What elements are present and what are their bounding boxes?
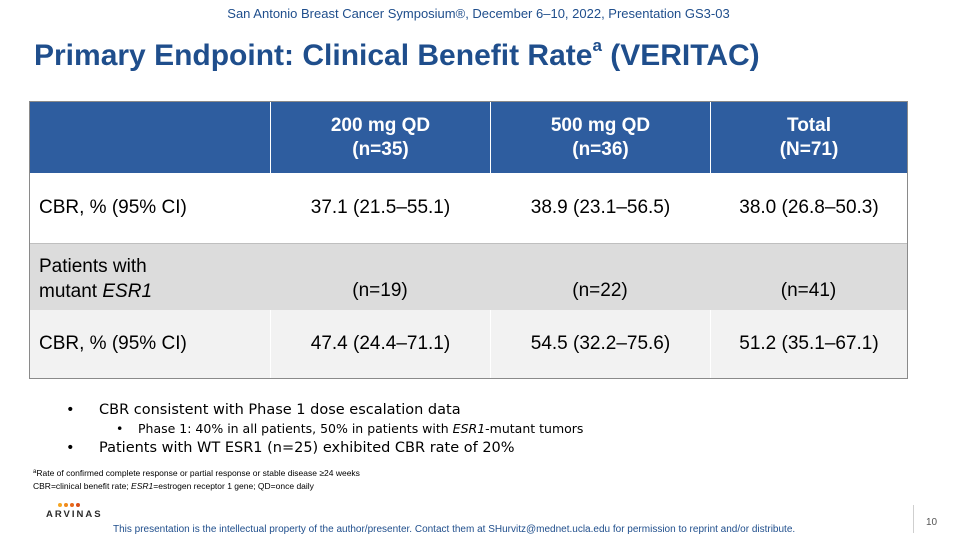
bullet-marker: • (116, 421, 124, 436)
footnotes: aRate of confirmed complete response or … (33, 466, 360, 493)
header-200mg-line2: (n=35) (352, 138, 409, 160)
copyright-disclaimer: This presentation is the intellectual pr… (113, 524, 796, 535)
row-label: CBR, % (95% CI) (39, 197, 187, 218)
footnote-a-text: Rate of confirmed complete response or p… (36, 468, 360, 478)
page-number-divider (913, 505, 914, 533)
table-row-mutant-esr1: Patients with mutant ESR1 (n=19) (n=22) … (30, 243, 907, 310)
meeting-header: San Antonio Breast Cancer Symposium®, De… (227, 6, 730, 21)
mutant-n-500mg: (n=22) (572, 280, 628, 301)
title-suffix: (VERITAC) (601, 39, 760, 72)
table-row-cbr-all: CBR, % (95% CI) 37.1 (21.5–55.1) 38.9 (2… (30, 173, 907, 243)
logo-dot (70, 503, 74, 507)
mutant-label-line1: Patients with (39, 256, 147, 277)
bullet-item: • Patients with WT ESR1 (n=25) exhibited… (66, 438, 583, 458)
header-500mg-line1: 500 mg QD (550, 114, 651, 136)
mutant-label-plain: mutant (39, 281, 103, 302)
slide-title: Primary Endpoint: Clinical Benefit Ratea… (34, 36, 760, 73)
mutant-n-total: (n=41) (780, 280, 837, 301)
table-header-row: 200 mg QD (n=35) 500 mg QD (n=36) Total … (30, 102, 907, 173)
arvinas-logo: ARVINAS (46, 503, 116, 520)
bullet-marker: • (66, 402, 75, 418)
header-500mg-line2: (n=36) (572, 138, 629, 160)
footnote-a: aRate of confirmed complete response or … (33, 466, 360, 480)
header-cell-500mg: 500 mg QD (n=36) (490, 102, 710, 173)
page-number: 10 (926, 517, 938, 528)
header-total-line1: Total (787, 114, 831, 136)
header-total-line2: (N=71) (779, 138, 839, 160)
bullet-list: • CBR consistent with Phase 1 dose escal… (66, 400, 583, 458)
sub-bullet-gene: ESR1 (452, 421, 486, 436)
sub-bullet-part2: -mutant tumors (485, 421, 584, 436)
bullet-text: Patients with WT ESR1 (n=25) exhibited C… (99, 440, 515, 456)
cbr-total-value: 38.0 (26.8–50.3) (710, 173, 907, 243)
header-200mg-line1: 200 mg QD (330, 114, 431, 136)
logo-wordmark: ARVINAS (46, 509, 103, 520)
mutant-cbr-200mg-value: 47.4 (24.4–71.1) (270, 310, 490, 378)
footnote-marker: a (33, 469, 37, 475)
logo-dot (76, 503, 80, 507)
logo-dot (64, 503, 68, 507)
table-row-cbr-mutant: CBR, % (95% CI) 47.4 (24.4–71.1) 54.5 (3… (30, 310, 907, 378)
footnote-abbreviations: CBR=clinical benefit rate; ESR1=estrogen… (33, 480, 360, 493)
mutant-cbr-total-value: 51.2 (35.1–67.1) (710, 310, 907, 378)
header-cell-total: Total (N=71) (710, 102, 907, 173)
sub-bullet-part1: Phase 1: 40% in all patients, 50% in pat… (138, 421, 453, 436)
mutant-cbr-500mg-value: 54.5 (32.2–75.6) (490, 310, 710, 378)
abbrev-part1: CBR=clinical benefit rate; (33, 481, 132, 491)
sub-bullet-item: • Phase 1: 40% in all patients, 50% in p… (116, 420, 583, 438)
sub-bullet-text: Phase 1: 40% in all patients, 50% in pat… (138, 421, 583, 436)
bullet-marker: • (66, 440, 75, 456)
title-main: Primary Endpoint: Clinical Benefit Rate (34, 39, 593, 72)
header-cell-empty (30, 102, 270, 173)
bullet-item: • CBR consistent with Phase 1 dose escal… (66, 400, 583, 420)
mutant-n-200mg: (n=19) (352, 280, 408, 301)
mutant-label-gene: ESR1 (102, 281, 153, 302)
title-superscript: a (592, 36, 602, 55)
cbr-500mg-value: 38.9 (23.1–56.5) (490, 173, 710, 243)
logo-dots-icon (58, 503, 116, 507)
row-label: CBR, % (95% CI) (39, 333, 187, 354)
logo-dot (58, 503, 62, 507)
bullet-text: CBR consistent with Phase 1 dose escalat… (99, 402, 461, 418)
header-cell-200mg: 200 mg QD (n=35) (270, 102, 490, 173)
abbrev-part2: =estrogen receptor 1 gene; QD=once daily (153, 481, 314, 491)
abbrev-gene: ESR1 (131, 481, 154, 491)
cbr-table: 200 mg QD (n=35) 500 mg QD (n=36) Total … (29, 101, 908, 379)
row-label-mutant: Patients with mutant ESR1 (30, 244, 270, 310)
cbr-200mg-value: 37.1 (21.5–55.1) (270, 173, 490, 243)
mutant-label-line2: mutant ESR1 (39, 279, 270, 304)
